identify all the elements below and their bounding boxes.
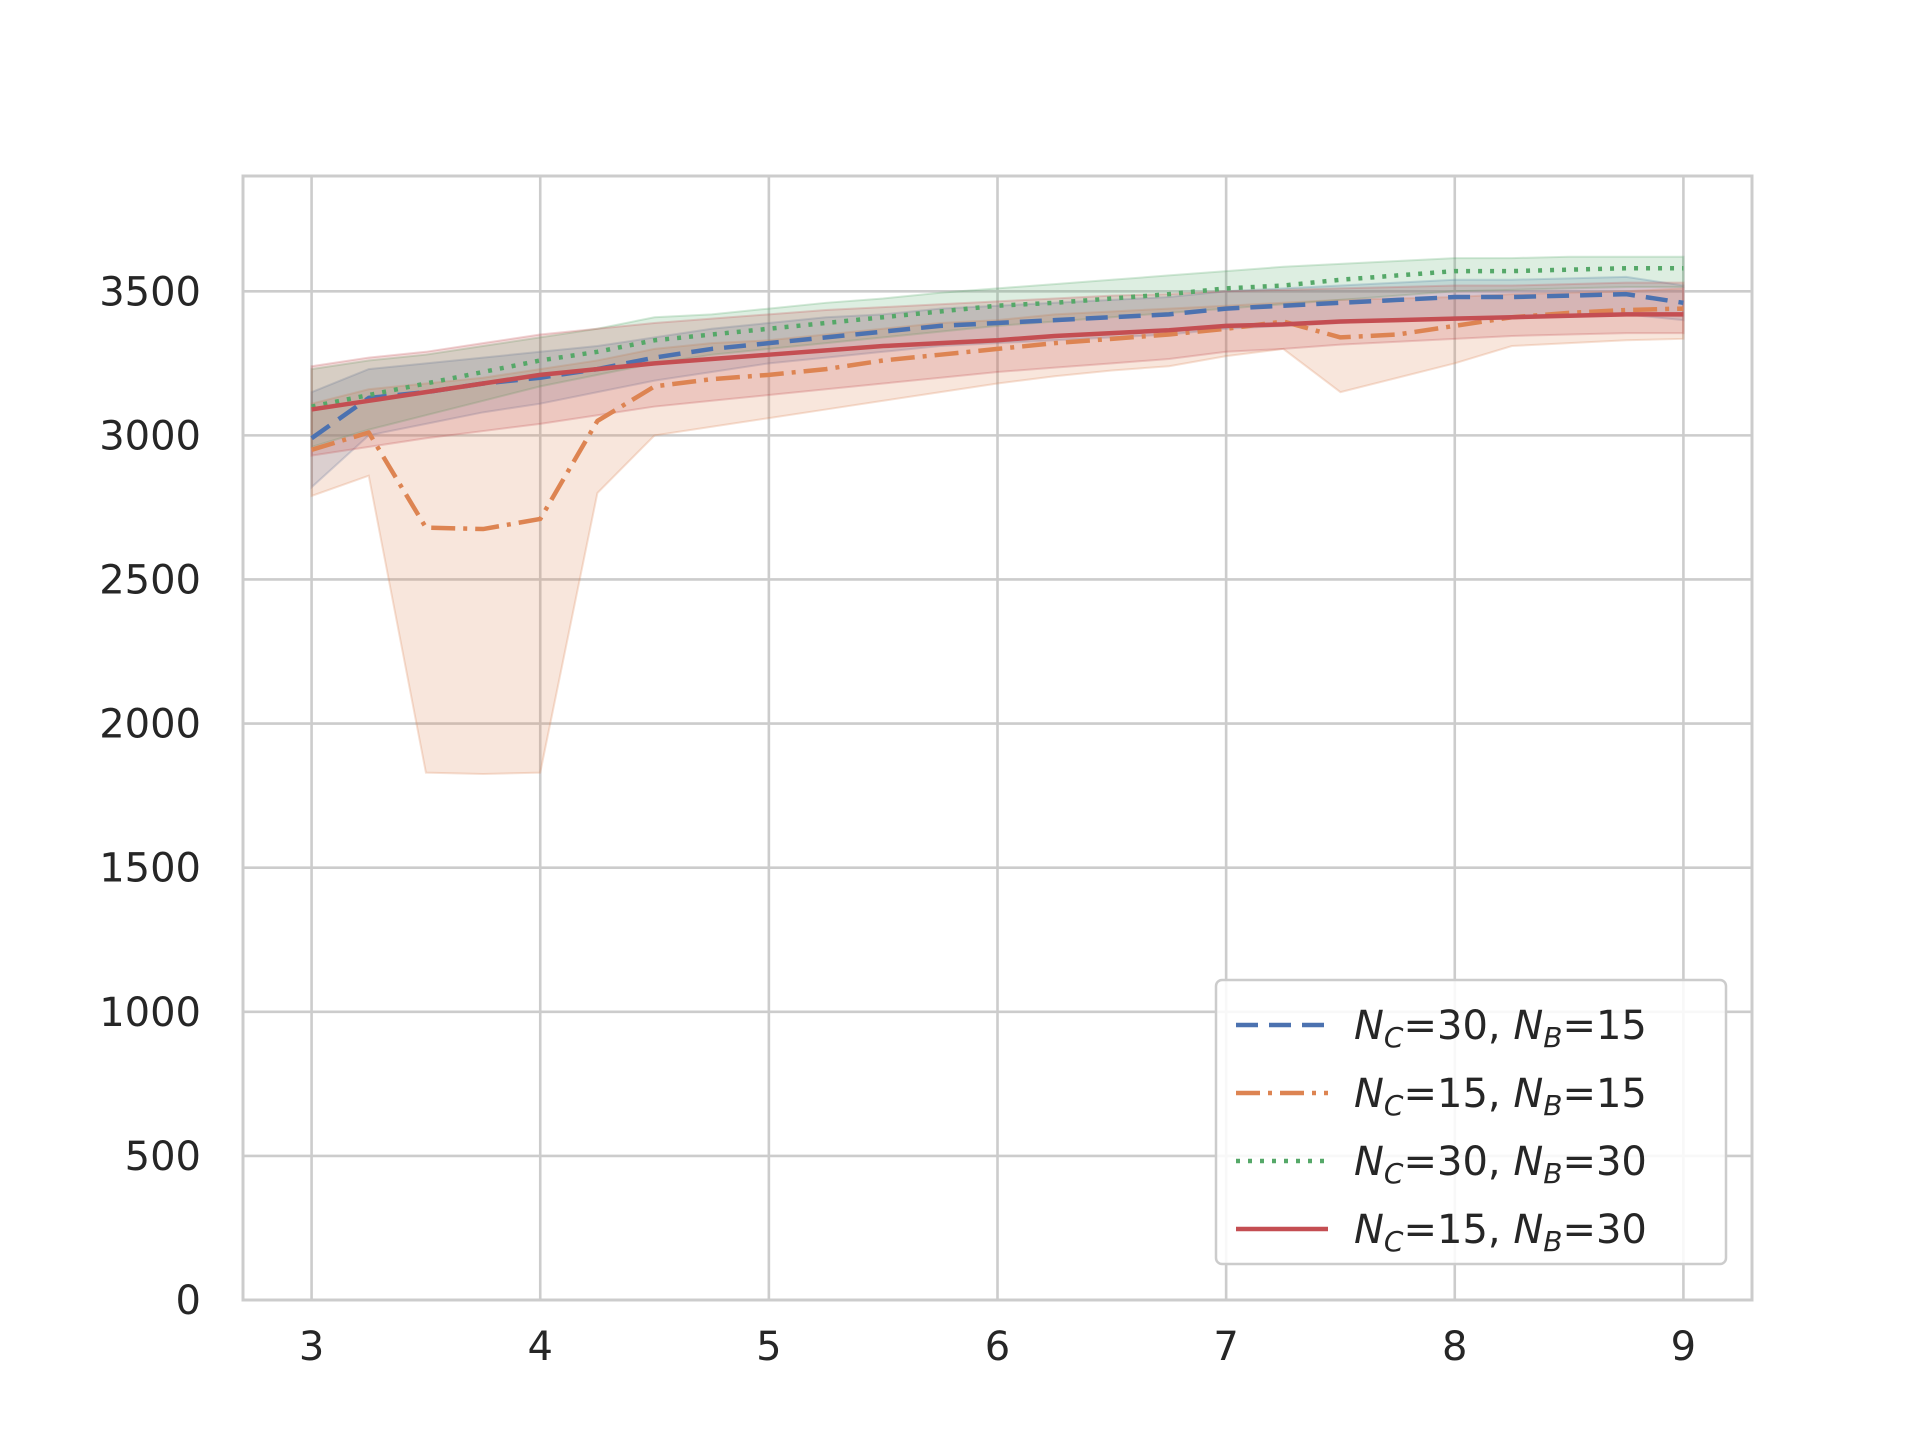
legend-box — [1214, 978, 1728, 1266]
series-line — [310, 291, 1684, 441]
x-tick-label: 9 — [1671, 1324, 1696, 1370]
series-band — [310, 287, 1685, 776]
y-tick-label: 500 — [125, 1134, 201, 1180]
y-tick-label: 1500 — [99, 846, 201, 892]
x-tick-label: 4 — [528, 1324, 553, 1370]
y-tick-label: 3000 — [99, 413, 201, 459]
legend-label: NC=15, NB=15 — [1354, 1071, 1647, 1122]
y-tick-label: 3500 — [99, 269, 201, 315]
y-tick-label: 2500 — [99, 557, 201, 603]
x-tick-label: 8 — [1442, 1324, 1467, 1370]
x-tick-label: 6 — [985, 1324, 1010, 1370]
y-tick-label: 1000 — [99, 990, 201, 1036]
y-tick-labels: 0 500 1000 1500 2000 2500 3000 3500 — [99, 269, 201, 1324]
series-line — [310, 306, 1684, 532]
legend-label: NC=30, NB=30 — [1354, 1139, 1647, 1190]
series-lines — [310, 265, 1684, 532]
y-tick-label: 0 — [176, 1278, 201, 1324]
series-line — [311, 265, 1684, 409]
plot-frame — [241, 174, 1754, 1302]
legend-label: NC=15, NB=30 — [1354, 1207, 1647, 1258]
x-tick-label: 5 — [756, 1324, 781, 1370]
legend-label: NC=30, NB=15 — [1354, 1003, 1647, 1054]
series-line — [311, 312, 1684, 412]
y-tick-label: 2000 — [99, 702, 201, 748]
x-tick-label: 3 — [299, 1324, 324, 1370]
series-band — [310, 275, 1685, 490]
series-band — [310, 281, 1685, 457]
x-tick-labels: 3 4 5 6 7 8 9 — [299, 1324, 1696, 1370]
x-tick-label: 7 — [1213, 1324, 1238, 1370]
legend: NC=30, NB=15 NC=15, NB=15 NC=30, NB=30 NC=1… — [1214, 978, 1728, 1266]
